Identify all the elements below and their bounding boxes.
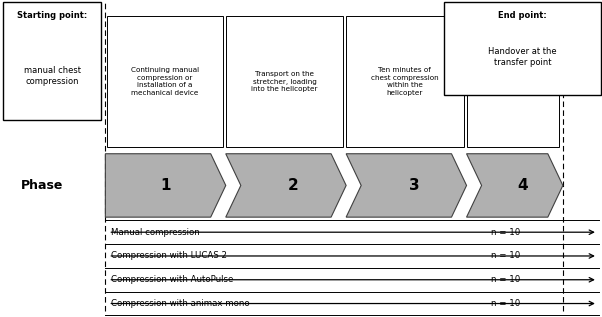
- Text: End point:: End point:: [498, 11, 547, 20]
- Text: Compression with LUCAS 2: Compression with LUCAS 2: [111, 251, 228, 261]
- Text: 2: 2: [288, 178, 299, 193]
- Text: 3: 3: [409, 178, 419, 193]
- FancyBboxPatch shape: [467, 16, 559, 147]
- Text: n = 10: n = 10: [491, 251, 520, 261]
- Polygon shape: [226, 154, 346, 217]
- FancyBboxPatch shape: [346, 16, 464, 147]
- Text: Compression with AutoPulse: Compression with AutoPulse: [111, 275, 234, 284]
- Polygon shape: [467, 154, 563, 217]
- Text: 1: 1: [160, 178, 171, 193]
- Text: n = 10: n = 10: [491, 275, 520, 284]
- Text: 4: 4: [517, 178, 527, 193]
- Text: Starting point:: Starting point:: [17, 11, 87, 20]
- Text: manual chest
compression: manual chest compression: [23, 66, 81, 86]
- FancyBboxPatch shape: [226, 16, 343, 147]
- Polygon shape: [105, 154, 226, 217]
- Text: n = 10: n = 10: [491, 228, 520, 237]
- Text: Phase: Phase: [21, 179, 63, 192]
- Text: n = 10: n = 10: [491, 299, 520, 308]
- Text: Manual compression: Manual compression: [111, 228, 200, 237]
- FancyBboxPatch shape: [444, 2, 601, 95]
- Polygon shape: [346, 154, 467, 217]
- Text: Continuing manual
compression or
installation of a
mechanical device: Continuing manual compression or install…: [131, 68, 199, 96]
- FancyBboxPatch shape: [3, 2, 101, 120]
- Text: Transport on the
stretcher, loading
into the helicopter: Transport on the stretcher, loading into…: [251, 71, 318, 92]
- Text: Handover at the
transfer point: Handover at the transfer point: [488, 47, 557, 67]
- FancyBboxPatch shape: [107, 16, 223, 147]
- Text: Unloading and
transport to the
transfer point: Unloading and transport to the transfer …: [484, 71, 541, 92]
- Text: Ten minutes of
chest compression
within the
helicopter: Ten minutes of chest compression within …: [371, 68, 439, 96]
- Text: Compression with animax mono: Compression with animax mono: [111, 299, 250, 308]
